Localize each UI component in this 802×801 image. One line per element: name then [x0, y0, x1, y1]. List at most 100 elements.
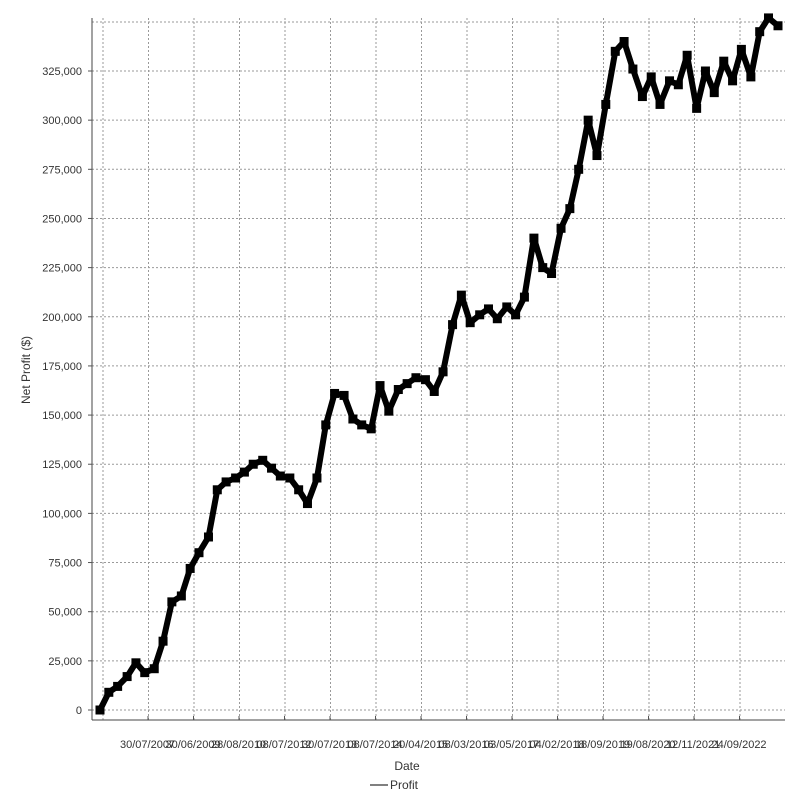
- profit-point: [248, 459, 258, 469]
- profit-point: [95, 705, 105, 715]
- profit-point: [511, 310, 521, 320]
- y-tick-label: 300,000: [42, 115, 82, 127]
- x-tick-label: 19/08/2020: [621, 739, 676, 751]
- x-tick-label: 08/07/2012: [257, 739, 312, 751]
- x-tick-label: 08/07/2014: [348, 739, 403, 751]
- y-tick-label: 225,000: [42, 263, 82, 275]
- profit-point: [221, 477, 231, 487]
- x-tick-label: 30/06/2009: [166, 739, 221, 751]
- profit-point: [285, 473, 295, 483]
- profit-point: [158, 636, 168, 646]
- profit-point: [122, 672, 132, 682]
- y-tick-label: 275,000: [42, 164, 82, 176]
- profit-point: [628, 64, 638, 74]
- profit-point: [700, 66, 710, 76]
- y-tick-label: 125,000: [42, 459, 82, 471]
- profit-point: [393, 385, 403, 395]
- x-tick-label: 18/09/2019: [575, 739, 630, 751]
- profit-point: [574, 164, 584, 174]
- profit-point: [673, 80, 683, 90]
- y-tick-label: 50,000: [48, 607, 82, 619]
- y-tick-label: 250,000: [42, 213, 82, 225]
- profit-point: [402, 379, 412, 389]
- x-tick-label: 28/08/2010: [211, 739, 266, 751]
- profit-series-line: [97, 14, 781, 713]
- profit-point: [465, 318, 475, 328]
- profit-point: [239, 467, 249, 477]
- profit-point: [212, 485, 222, 495]
- profit-point: [492, 314, 502, 324]
- profit-point: [231, 473, 241, 483]
- profit-point: [728, 76, 738, 86]
- profit-point: [176, 591, 186, 601]
- profit-point: [294, 485, 304, 495]
- x-tick-label: 08/03/2016: [439, 739, 494, 751]
- x-tick-label: 12/11/2021: [666, 739, 720, 751]
- profit-point: [719, 56, 729, 66]
- y-axis-ticks: 0 25,000 50,000 75,000 100,000 125,000 150,000…: [42, 66, 92, 717]
- profit-point: [547, 269, 557, 279]
- profit-point: [167, 597, 177, 607]
- profit-point: [330, 388, 340, 398]
- profit-point: [610, 46, 620, 56]
- profit-point: [429, 386, 439, 396]
- profit-point: [764, 13, 774, 23]
- profit-point: [113, 681, 123, 691]
- y-tick-label: 175,000: [42, 361, 82, 373]
- x-tick-label: 04/02/2018: [530, 739, 585, 751]
- profit-point: [592, 151, 602, 161]
- profit-point: [519, 292, 529, 302]
- profit-point: [565, 204, 575, 214]
- profit-point: [556, 223, 566, 233]
- profit-point: [502, 302, 512, 312]
- x-axis-label: Date: [394, 759, 420, 773]
- x-tick-label: 30/07/2007: [120, 739, 175, 751]
- profit-point: [456, 290, 466, 300]
- legend: Profit: [370, 778, 419, 792]
- profit-point: [321, 420, 331, 430]
- profit-point: [194, 548, 204, 558]
- profit-point: [302, 499, 312, 509]
- series-layer: [95, 13, 783, 715]
- profit-point: [384, 406, 394, 416]
- profit-point: [619, 37, 629, 47]
- profit-point: [140, 668, 150, 678]
- profit-point: [104, 687, 114, 697]
- profit-point: [646, 72, 656, 82]
- profit-point: [709, 88, 719, 98]
- x-tick-label: 24/09/2022: [712, 739, 767, 751]
- x-tick-label: 03/05/2017: [484, 739, 539, 751]
- profit-point: [339, 390, 349, 400]
- profit-point: [420, 375, 430, 385]
- legend-label: Profit: [390, 778, 419, 792]
- profit-point: [258, 455, 268, 465]
- profit-point: [131, 658, 141, 668]
- y-tick-label: 200,000: [42, 312, 82, 324]
- profit-point: [601, 99, 611, 109]
- profit-point: [746, 72, 756, 82]
- profit-point: [483, 304, 493, 314]
- profit-point: [529, 233, 539, 243]
- x-tick-label: 20/04/2015: [393, 739, 448, 751]
- y-tick-label: 75,000: [48, 558, 82, 570]
- profit-point: [275, 471, 285, 481]
- profit-point: [366, 424, 376, 434]
- profit-point: [203, 532, 213, 542]
- y-tick-label: 150,000: [42, 410, 82, 422]
- x-tick-label: 30/07/2013: [302, 739, 357, 751]
- profit-point: [583, 115, 593, 125]
- profit-point: [312, 473, 322, 483]
- profit-point: [438, 367, 448, 377]
- y-tick-label: 0: [76, 705, 82, 717]
- profit-point: [773, 21, 783, 31]
- profit-point: [375, 381, 385, 391]
- profit-point: [736, 44, 746, 54]
- y-tick-label: 100,000: [42, 508, 82, 520]
- profit-point: [357, 420, 367, 430]
- profit-point: [448, 320, 458, 330]
- profit-point: [682, 50, 692, 60]
- profit-point: [655, 99, 665, 109]
- y-tick-label: 325,000: [42, 66, 82, 78]
- profit-point: [538, 263, 548, 273]
